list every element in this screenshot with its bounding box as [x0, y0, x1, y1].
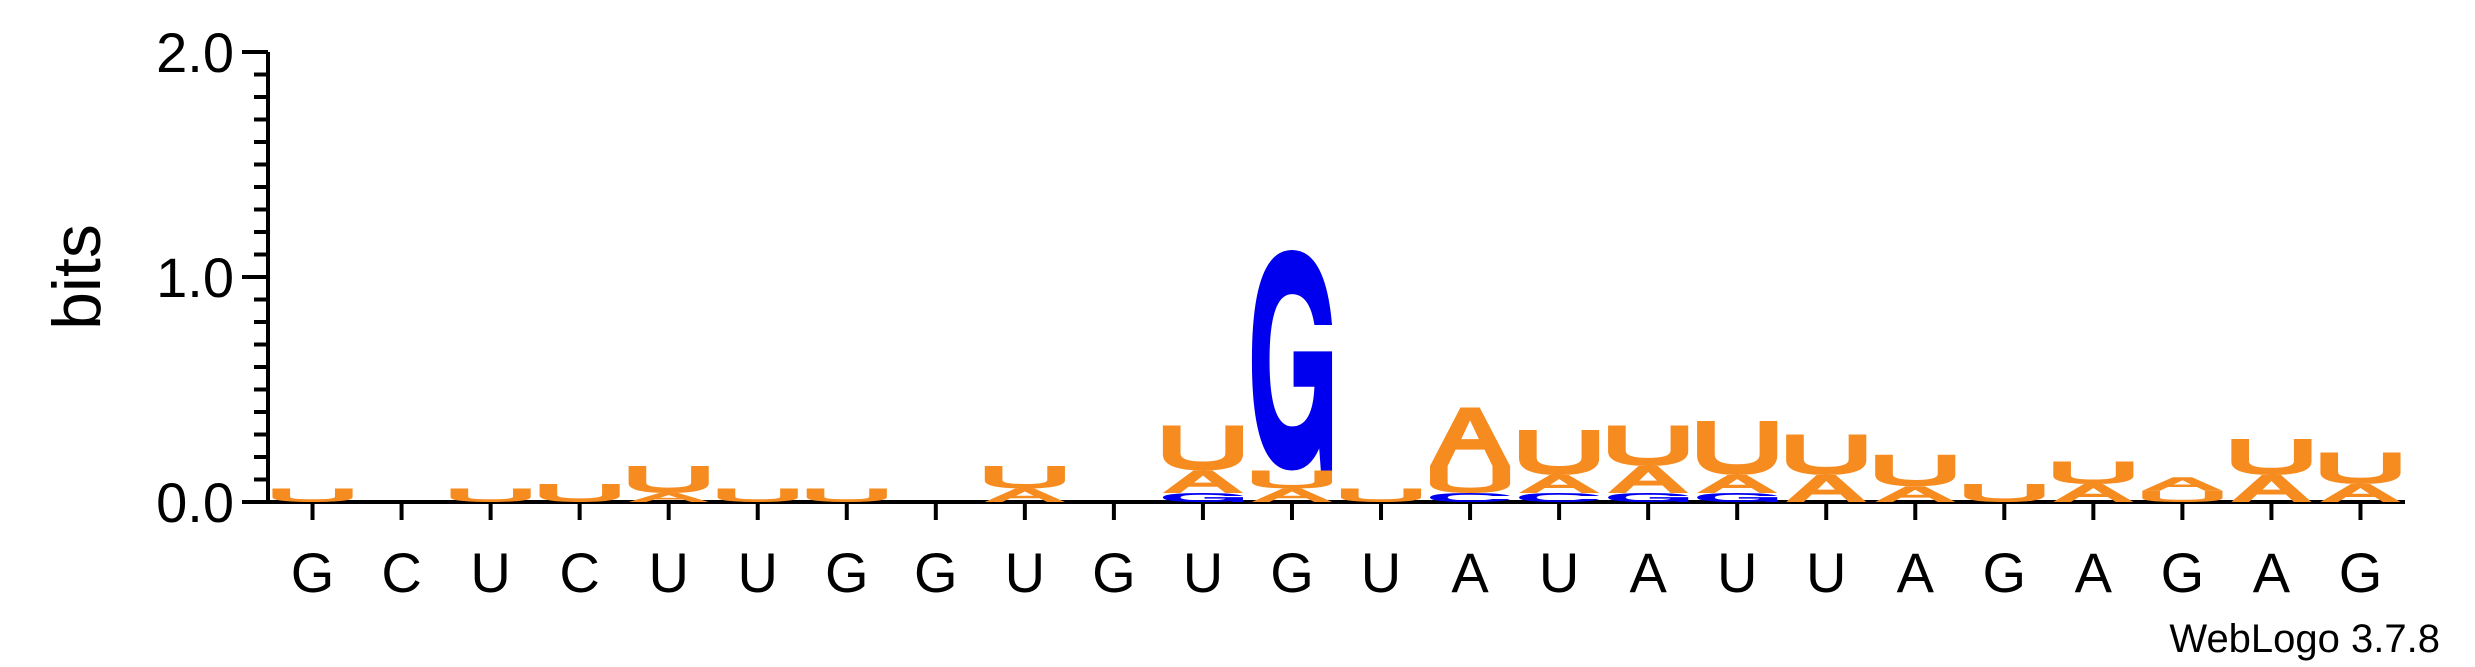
x-tick-label: U: [1539, 541, 1579, 604]
logo-letter-a: [1875, 486, 1956, 502]
x-tick-label: G: [1092, 541, 1136, 604]
x-tick-label: C: [381, 541, 421, 604]
x-tick-label: G: [914, 541, 958, 604]
logo-letter-u: [272, 488, 353, 502]
weblogo-credit: WebLogo 3.7.8: [2169, 617, 2440, 661]
y-tick-label: 1.0: [156, 246, 234, 309]
logo-letter-a: [1162, 470, 1244, 493]
logo-letter-a: [1608, 466, 1689, 493]
x-tick-label: C: [559, 541, 599, 604]
x-tick-label: U: [1005, 541, 1045, 604]
x-tick-label: U: [470, 541, 510, 604]
y-tick-label: 2.0: [156, 21, 234, 84]
logo-letter-u: [450, 488, 531, 502]
logo-letter-g: [1608, 493, 1689, 502]
logo-letter-u: [1786, 434, 1867, 475]
x-tick-label: A: [2253, 541, 2291, 604]
logo-letter-u: [539, 484, 620, 502]
logo-letter-u: [1964, 484, 2045, 502]
logo-letter-a: [1519, 475, 1600, 493]
x-tick-label: G: [2161, 541, 2205, 604]
y-ticks: 0.0 1.0 2.0: [156, 21, 268, 534]
x-tick-label: U: [1806, 541, 1846, 604]
logo-letter-g: [1162, 493, 1244, 502]
logo-letter-c: [1429, 493, 1511, 502]
logo-letter-a: [1697, 475, 1778, 493]
logo-letter-u: [2142, 490, 2223, 502]
x-tick-label: G: [1983, 541, 2027, 604]
logo-letter-a: [1786, 475, 1867, 502]
x-tick-label: G: [825, 541, 869, 604]
logo-letter-u: [1251, 470, 1333, 489]
x-tick-label: U: [648, 541, 688, 604]
logo-letter-u: [1429, 466, 1511, 493]
x-tick-label: U: [1717, 541, 1757, 604]
logo-letter-a: [2231, 475, 2312, 502]
logo-letter-u: [1608, 425, 1689, 466]
logo-letter-u: [1519, 430, 1600, 475]
x-tick-label: A: [1451, 541, 1489, 604]
x-tick-label: A: [2075, 541, 2113, 604]
logo-letter-u: [717, 488, 798, 502]
logo-letter-a: [2320, 484, 2401, 502]
x-tick-label: A: [1629, 541, 1667, 604]
x-tick-label: G: [2339, 541, 2383, 604]
y-tick-label: 0.0: [156, 471, 234, 534]
logo-letter-a: [1429, 407, 1511, 466]
logo-letter-u: [1697, 421, 1778, 475]
logo-letter-u: [2053, 461, 2134, 484]
logo-letter-a: [2053, 484, 2134, 502]
x-tick-label: A: [1897, 541, 1935, 604]
logo-letter-u: [806, 488, 887, 502]
logo-letter-u: [2320, 452, 2401, 484]
logo-letter-g: [1251, 250, 1333, 471]
y-axis-label: bits: [39, 224, 115, 330]
x-tick-label: U: [1361, 541, 1401, 604]
logo-letter-u: [1162, 425, 1244, 471]
logo-letter-a: [628, 493, 709, 502]
x-tick-label: U: [1183, 541, 1223, 604]
logo-letter-u: [984, 466, 1065, 489]
logo-letter-u: [628, 466, 709, 493]
logo-letter-a: [1251, 488, 1333, 502]
logo-letter-c: [1519, 493, 1600, 502]
logo-letter-u: [1875, 454, 1956, 487]
x-tick-label: G: [1270, 541, 1314, 604]
logo-letter-u: [1340, 488, 1422, 502]
x-tick-label: U: [738, 541, 778, 604]
logo-letter-a: [984, 488, 1065, 502]
x-tick-label: G: [291, 541, 335, 604]
letter-stacks: [272, 250, 2401, 502]
logo-letter-g: [1697, 493, 1778, 502]
logo-letter-a: [2142, 477, 2223, 491]
logo-letter-u: [2231, 439, 2312, 475]
